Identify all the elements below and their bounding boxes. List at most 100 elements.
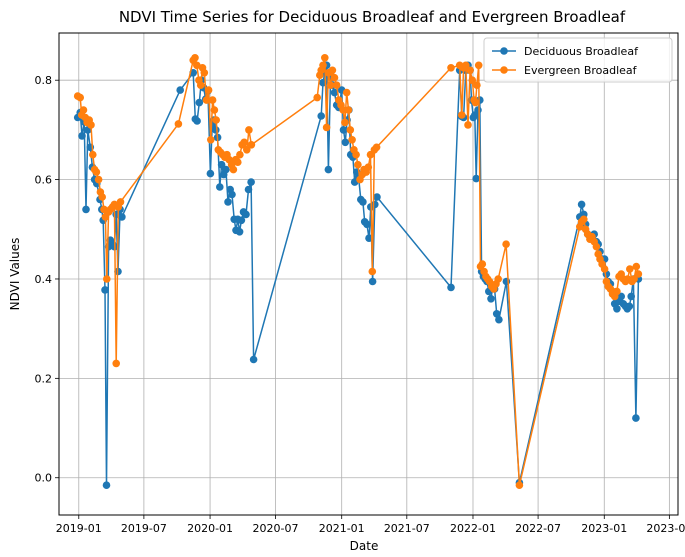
y-tick-label: 0.4 (35, 273, 53, 286)
data-point (495, 315, 503, 324)
x-axis-label: Date (350, 539, 379, 553)
x-tick-label: 2020-07 (253, 522, 299, 535)
legend-marker (500, 47, 508, 55)
data-point (98, 193, 106, 201)
data-point (600, 265, 609, 273)
data-point (319, 61, 327, 70)
data-point (368, 267, 377, 276)
data-point (322, 123, 331, 132)
data-point (372, 143, 381, 152)
data-point (363, 220, 371, 229)
data-point (208, 96, 217, 104)
data-point (92, 168, 101, 176)
data-point (458, 111, 466, 119)
data-point (79, 106, 88, 114)
legend-box (483, 37, 673, 83)
y-tick-label: 0.2 (35, 372, 53, 385)
legend-marker (500, 66, 508, 74)
data-point (94, 175, 103, 184)
x-tick-label: 2022-07 (515, 522, 561, 535)
data-point (502, 277, 511, 286)
data-point (89, 150, 97, 159)
data-point (492, 310, 501, 318)
data-point (344, 106, 353, 114)
data-point (634, 270, 643, 278)
data-point (212, 126, 220, 134)
data-point (204, 86, 213, 94)
y-tick-label: 0.8 (35, 74, 53, 87)
data-point (472, 174, 481, 183)
series-0 (73, 61, 643, 490)
data-point (235, 228, 244, 236)
data-point (224, 198, 232, 206)
legend-label: Deciduous Broadleaf (524, 45, 639, 58)
data-point (577, 200, 586, 209)
data-point (326, 81, 335, 89)
data-point (332, 81, 341, 89)
data-point (346, 126, 355, 134)
data-point (193, 117, 201, 125)
data-point (364, 163, 373, 171)
data-point (466, 66, 474, 75)
data-point (473, 81, 481, 89)
data-point (244, 185, 253, 194)
data-point (341, 138, 350, 147)
data-point (474, 61, 483, 70)
data-point (359, 198, 367, 206)
data-point (247, 178, 255, 186)
legend-label: Evergreen Broadleaf (524, 64, 638, 77)
x-tick-label: 2021-01 (319, 522, 365, 535)
x-tick-label: 2023-01 (581, 522, 627, 535)
data-point (468, 76, 477, 84)
data-point (313, 93, 322, 102)
x-tick-label: 2023-07 (646, 522, 685, 535)
data-point (222, 165, 230, 174)
data-point (471, 98, 480, 107)
axis-ticks: 2019-01 2019-07 2020-01 2020-07 2021-01 2021-… (35, 74, 685, 535)
x-tick-label: 2021-07 (384, 522, 430, 535)
data-point (487, 295, 495, 303)
plot-frame (58, 32, 679, 516)
series-layer (73, 54, 643, 490)
data-point (216, 183, 224, 191)
data-point (101, 286, 109, 294)
data-point (354, 160, 362, 169)
data-point (330, 88, 339, 97)
data-point (625, 302, 634, 311)
data-point (247, 141, 256, 149)
data-point (371, 200, 379, 209)
chart-title: NDVI Time Series for Deciduous Broadleaf… (119, 8, 626, 26)
data-point (202, 96, 211, 104)
data-point (112, 359, 120, 368)
data-point (200, 69, 209, 77)
series-line (77, 64, 640, 486)
data-point (478, 260, 487, 268)
data-point (116, 198, 125, 206)
data-point (317, 112, 326, 120)
data-point (217, 160, 226, 169)
data-point (176, 86, 184, 94)
data-point (195, 98, 204, 107)
data-point (102, 481, 111, 490)
data-point (87, 121, 95, 129)
series-line (77, 57, 640, 486)
data-point (212, 116, 220, 124)
data-point (237, 216, 246, 225)
data-point (580, 215, 588, 224)
data-point (502, 240, 510, 248)
data-point (632, 262, 641, 271)
data-point (474, 106, 482, 114)
data-point (348, 136, 356, 144)
data-point (373, 193, 381, 201)
x-tick-label: 2019-01 (56, 522, 102, 535)
data-point (196, 81, 205, 89)
data-point (627, 292, 635, 301)
data-point (352, 150, 360, 159)
data-point (368, 277, 377, 286)
data-point (592, 242, 601, 251)
data-point (78, 132, 86, 140)
data-point (321, 54, 329, 62)
y-tick-label: 0.6 (35, 174, 53, 187)
legend: Deciduous Broadleaf Evergreen Broadleaf (483, 37, 673, 83)
data-point (341, 118, 349, 127)
